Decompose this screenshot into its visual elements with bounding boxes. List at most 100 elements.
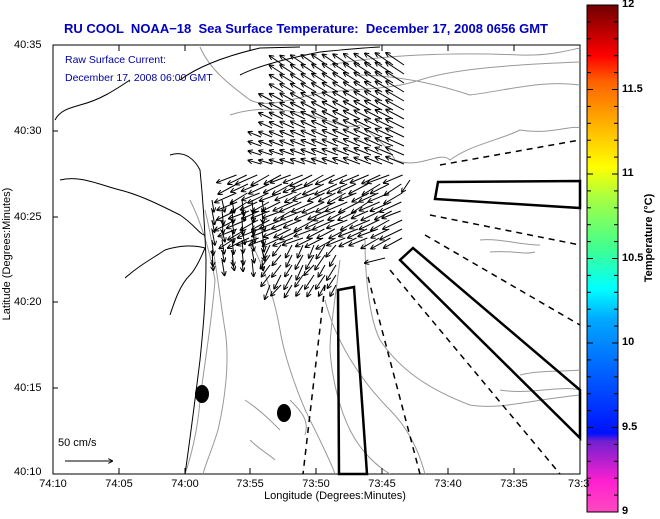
- current-vector: [222, 199, 225, 212]
- current-vector: [376, 129, 394, 138]
- current-vector: [228, 174, 247, 184]
- colorbar-tick-label: 9: [622, 505, 629, 517]
- current-vector: [316, 201, 336, 212]
- current-vector: [330, 254, 337, 266]
- current-vector: [333, 92, 350, 102]
- current-vector: [280, 150, 295, 156]
- y-tick-label: 40:30: [14, 125, 42, 137]
- current-vector: [232, 239, 234, 254]
- current-vector: [326, 201, 348, 211]
- current-vector: [303, 201, 325, 213]
- current-vector: [280, 84, 295, 93]
- current-vector: [275, 192, 293, 200]
- current-vector: [231, 192, 248, 203]
- current-vector: [261, 254, 271, 268]
- current-vector: [386, 157, 405, 165]
- current-vector: [270, 132, 284, 138]
- colorbar-tick-label: 11.5: [622, 83, 643, 95]
- current-vector: [316, 244, 326, 258]
- current-vector: [380, 228, 403, 239]
- current-vector: [306, 219, 325, 228]
- x-tick-label: 74:05: [105, 478, 133, 490]
- current-vector: [242, 239, 243, 253]
- current-vector: [298, 244, 304, 257]
- current-vector: [222, 249, 224, 261]
- current-vector: [380, 201, 402, 212]
- current-vector: [305, 274, 315, 289]
- current-vector: [215, 192, 237, 202]
- x-tick-label: 73:40: [434, 478, 462, 490]
- colorbar-tick-label: 11: [622, 167, 634, 179]
- current-vector: [242, 192, 260, 200]
- current-vector: [328, 274, 337, 288]
- current-vector: [386, 53, 405, 66]
- current-vector: [352, 210, 369, 218]
- current-vector: [349, 183, 368, 194]
- current-vector: [262, 229, 264, 245]
- current-vector: [252, 259, 254, 276]
- current-vector: [376, 148, 394, 156]
- current-vector: [344, 82, 361, 93]
- current-vector: [344, 101, 361, 111]
- current-vector: [262, 199, 264, 211]
- x-tick-label: 73:55: [236, 478, 264, 490]
- current-vector: [302, 93, 317, 102]
- current-vector: [252, 229, 255, 242]
- current-vector: [333, 158, 350, 165]
- colorbar-ticks: [587, 4, 618, 513]
- current-vector: [291, 93, 306, 102]
- current-vector: [382, 210, 401, 218]
- current-vector: [291, 131, 306, 138]
- current-vector: [280, 160, 295, 165]
- current-vector: [312, 93, 328, 102]
- current-vector: [291, 65, 306, 75]
- current-vector: [386, 81, 405, 93]
- current-vector: [280, 131, 295, 138]
- current-vector: [354, 110, 372, 120]
- current-vector: [295, 228, 315, 236]
- current-vector: [252, 209, 254, 222]
- current-vector: [333, 149, 350, 156]
- y-tick-label: 40:25: [14, 211, 42, 223]
- current-vector: [354, 158, 372, 165]
- current-vector: [376, 100, 394, 111]
- current-vector: [339, 201, 360, 212]
- current-vector: [280, 93, 295, 102]
- current-vector: [291, 103, 306, 111]
- current-vector: [365, 139, 383, 147]
- current-vector: [270, 65, 284, 75]
- current-vector: [354, 148, 372, 156]
- y-tick-label: 40:20: [14, 296, 42, 308]
- current-vector: [344, 139, 361, 147]
- current-vector: [312, 121, 328, 129]
- current-vector: [360, 219, 380, 229]
- current-vector: [312, 149, 328, 156]
- current-vector: [302, 121, 317, 129]
- current-vector: [376, 138, 394, 147]
- y-tick-label: 40:15: [14, 382, 42, 394]
- current-vector: [338, 183, 357, 192]
- current-vector: [252, 249, 254, 262]
- current-vector: [316, 274, 326, 289]
- current-vector: [252, 239, 254, 251]
- current-vector: [232, 209, 233, 223]
- current-vector: [262, 239, 264, 251]
- current-vector: [354, 139, 372, 147]
- current-vector: [291, 74, 306, 84]
- current-vector: [307, 284, 315, 296]
- current-vector: [232, 249, 233, 266]
- x-tick-label: 74:00: [171, 478, 199, 490]
- current-vector: [291, 159, 306, 165]
- current-vector: [312, 159, 328, 165]
- current-vector: [386, 147, 405, 156]
- current-vector: [344, 120, 361, 129]
- current-vector: [241, 201, 258, 210]
- current-vector: [280, 103, 295, 111]
- current-vector: [344, 111, 361, 120]
- current-vector: [312, 140, 328, 147]
- current-vector: [270, 160, 284, 165]
- current-vector: [252, 174, 270, 185]
- current-vector: [291, 140, 306, 147]
- current-vector: [365, 110, 383, 120]
- current-vector: [285, 264, 293, 276]
